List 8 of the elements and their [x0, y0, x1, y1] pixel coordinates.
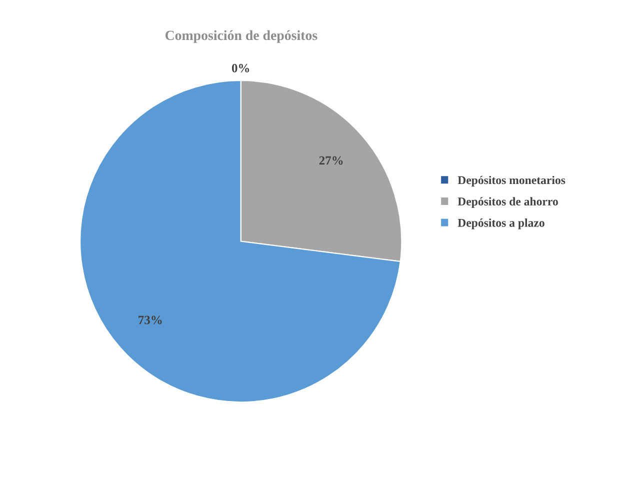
legend-label: Depósitos a plazo — [458, 218, 544, 230]
legend-label: Depósitos de ahorro — [458, 197, 558, 208]
data-label: 73% — [138, 316, 162, 324]
pie-slice — [79, 80, 401, 403]
chart-title: Composición de depósitos — [165, 30, 318, 43]
text: 0% — [232, 64, 250, 72]
data-label: 27% — [319, 156, 343, 165]
legend-label: Depósitos monetarios — [458, 176, 566, 187]
